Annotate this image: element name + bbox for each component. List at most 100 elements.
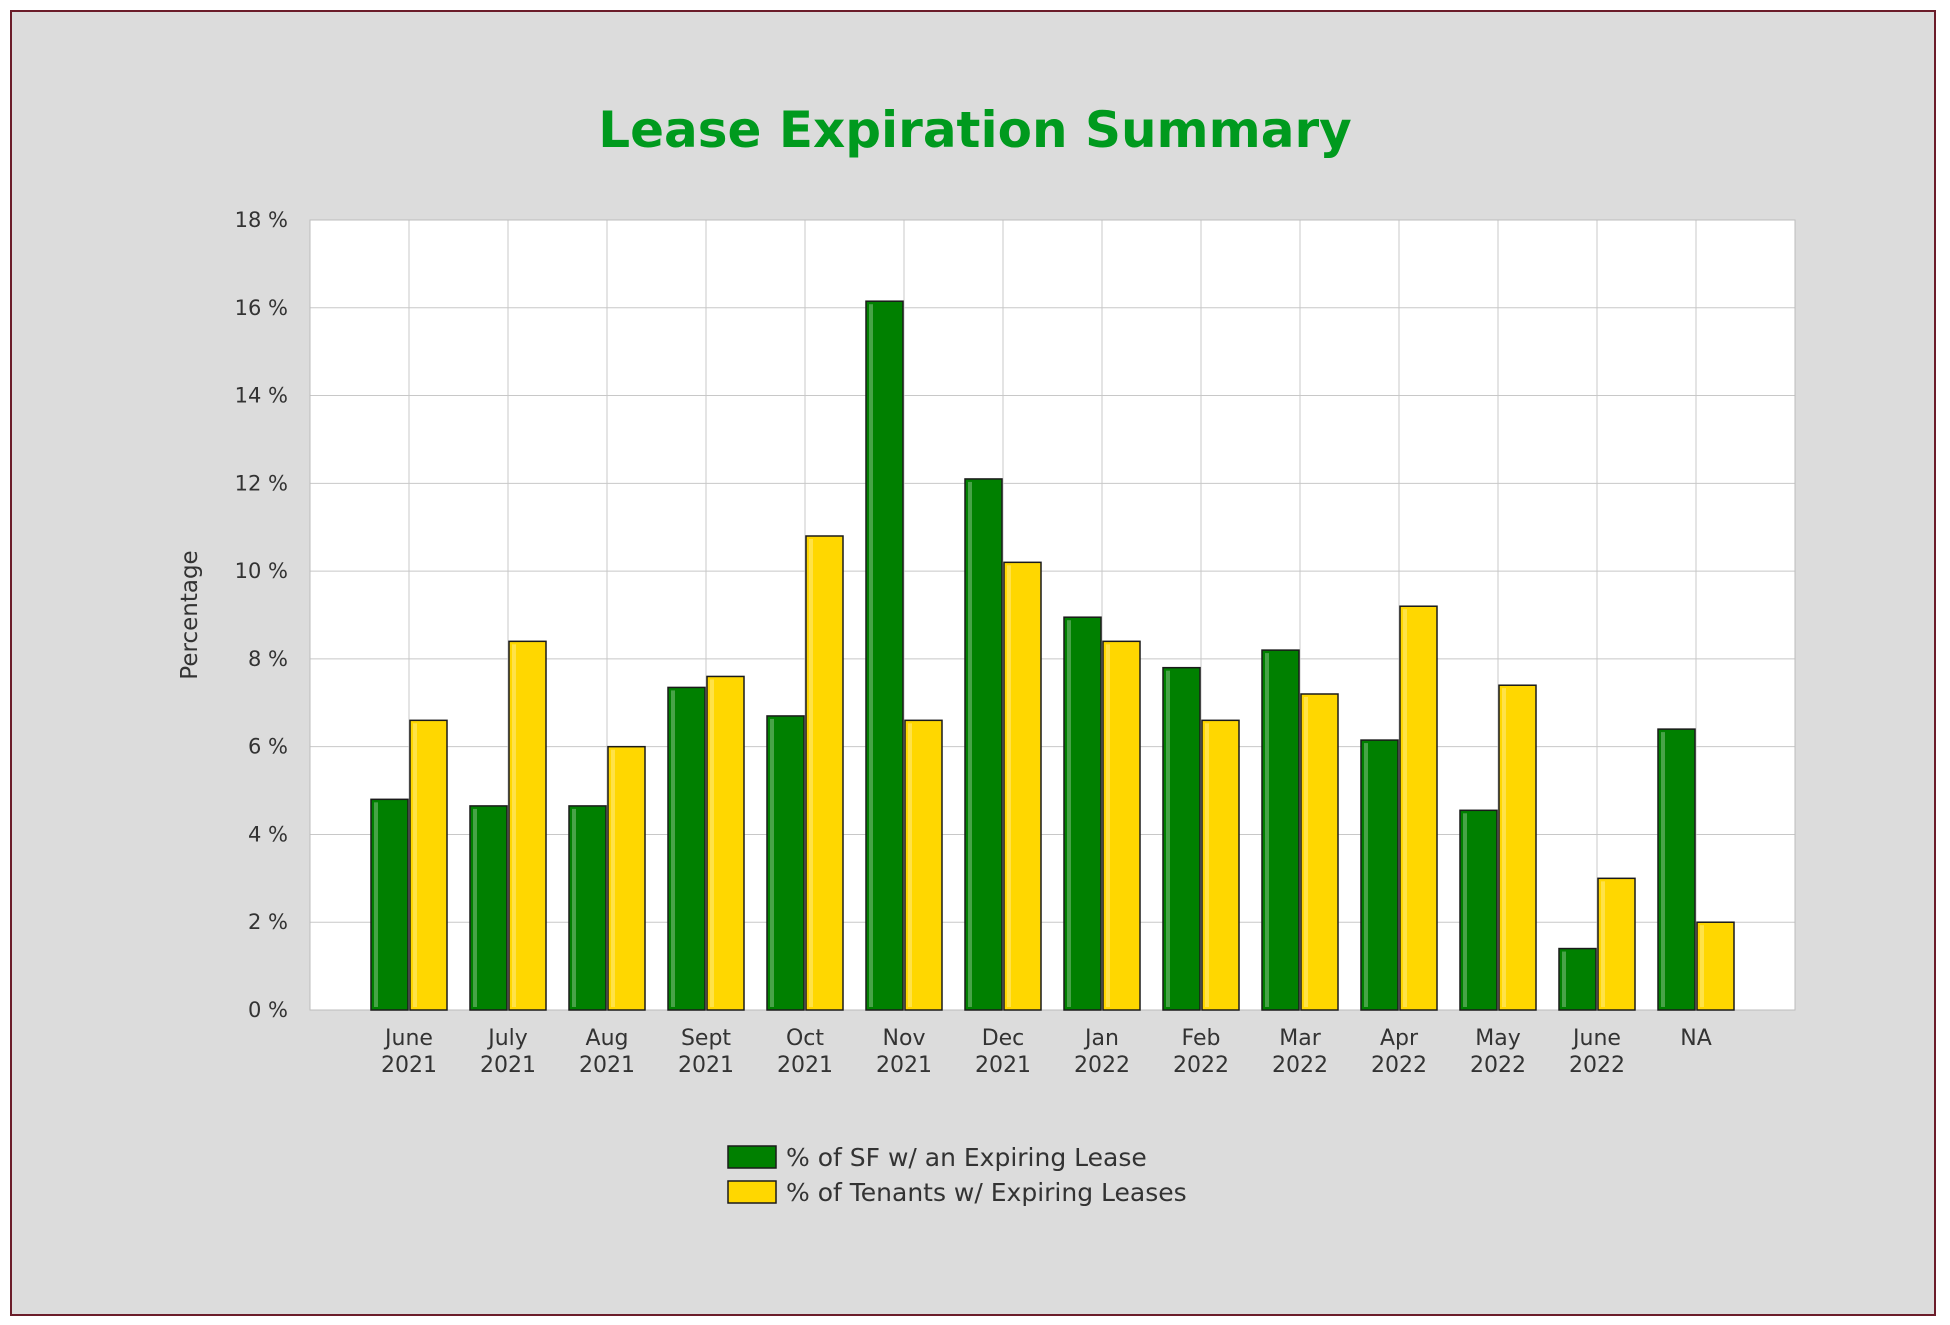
x-category-label: 2022 [1173,1053,1229,1078]
bar-tenants-expiring [1102,640,1141,1011]
bar-sf-expiring [1558,947,1597,1011]
bar-highlight [869,304,873,1007]
bar-highlight [1007,565,1011,1007]
x-category-label: 2021 [777,1053,833,1078]
bar-highlight [1205,723,1209,1007]
bar-highlight [1601,881,1605,1007]
x-category-label: 2022 [1074,1053,1130,1078]
x-category-label: 2021 [876,1053,932,1078]
bar-tenants-expiring [1300,693,1339,1011]
y-tick-label: 8 % [248,647,288,671]
x-category-label: Nov [883,1026,926,1051]
y-tick-label: 6 % [248,735,288,759]
y-tick-label: 18 % [235,208,288,232]
bar-highlight [374,802,378,1007]
bar-highlight [413,723,417,1007]
bar-tenants-expiring [1498,684,1537,1011]
x-category-label: 2021 [480,1053,536,1078]
plot-area: 0 %2 %4 %6 %8 %10 %12 %14 %16 %18 %June2… [235,208,1796,1078]
y-tick-label: 12 % [235,471,288,495]
bar-highlight [908,723,912,1007]
bar-highlight [572,808,576,1007]
legend-label: % of Tenants w/ Expiring Leases [786,1178,1187,1207]
bar-highlight [512,644,516,1007]
y-tick-label: 16 % [235,296,288,320]
bar-tenants-expiring [607,745,646,1011]
x-category-label: July [486,1026,528,1051]
legend-swatch [727,1180,777,1204]
x-category-label: 2022 [1272,1053,1328,1078]
bar-highlight [473,808,477,1007]
bar-sf-expiring [964,478,1003,1011]
bar-highlight [1463,813,1467,1007]
bar-highlight [968,481,972,1007]
bar-highlight [671,690,675,1007]
y-tick-label: 2 % [248,910,288,934]
x-category-label: Dec [982,1026,1025,1051]
x-category-label: Oct [786,1026,824,1051]
bar-highlight [1700,925,1704,1007]
bar-highlight [1166,670,1170,1007]
x-category-label: 2021 [579,1053,635,1078]
bar-highlight [1304,697,1308,1007]
x-category-label: Aug [586,1026,629,1051]
bar-tenants-expiring [1003,561,1042,1011]
x-category-label: 2022 [1569,1053,1625,1078]
bar-sf-expiring [667,686,706,1011]
bar-highlight [1502,688,1506,1007]
bar-sf-expiring [1459,809,1498,1011]
bar-highlight [1106,644,1110,1007]
bar-highlight [1661,732,1665,1007]
bar-highlight [1265,653,1269,1007]
chart-title: Lease Expiration Summary [598,101,1352,159]
bar-tenants-expiring [508,640,547,1011]
bar-tenants-expiring [1201,719,1240,1011]
bar-sf-expiring [370,798,409,1011]
x-category-label: Jan [1083,1026,1119,1051]
bar-sf-expiring [1063,616,1102,1011]
bar-highlight [1403,609,1407,1007]
bar-sf-expiring [1162,666,1201,1011]
x-category-label: June [1571,1026,1621,1051]
bar-sf-expiring [1657,728,1696,1011]
bar-tenants-expiring [1597,877,1636,1011]
bar-highlight [611,749,615,1007]
x-category-label: Sept [681,1026,731,1051]
bar-sf-expiring [1261,649,1300,1011]
bar-tenants-expiring [409,719,448,1011]
bar-highlight [1562,951,1566,1007]
x-category-label: June [383,1026,433,1051]
x-category-label: NA [1680,1026,1712,1051]
x-category-label: 2022 [1371,1053,1427,1078]
bar-highlight [1364,743,1368,1007]
bar-sf-expiring [766,715,805,1011]
x-category-label: May [1475,1026,1520,1051]
bar-tenants-expiring [805,535,844,1011]
bar-tenants-expiring [1399,605,1438,1011]
x-category-label: 2021 [381,1053,437,1078]
bar-sf-expiring [568,805,607,1011]
plot-background [310,220,1795,1010]
legend-label: % of SF w/ an Expiring Lease [786,1143,1147,1172]
bar-sf-expiring [469,805,508,1011]
bar-sf-expiring [865,300,904,1011]
x-category-label: Mar [1279,1026,1321,1051]
x-category-label: 2021 [678,1053,734,1078]
y-tick-label: 14 % [235,384,288,408]
x-category-label: Feb [1182,1026,1221,1051]
y-tick-label: 4 % [248,822,288,846]
bar-highlight [770,718,774,1007]
y-tick-label: 10 % [235,559,288,583]
bar-tenants-expiring [904,719,943,1011]
x-category-label: Apr [1380,1026,1419,1051]
legend-swatch [727,1145,777,1169]
bar-sf-expiring [1360,739,1399,1011]
plot-border [309,219,1796,1011]
bar-highlight [1067,620,1071,1007]
bar-highlight [710,679,714,1007]
legend: % of SF w/ an Expiring Lease % of Tenants… [727,1143,1187,1207]
y-tick-label: 0 % [248,998,288,1022]
x-category-label: 2022 [1470,1053,1526,1078]
x-category-label: 2021 [975,1053,1031,1078]
